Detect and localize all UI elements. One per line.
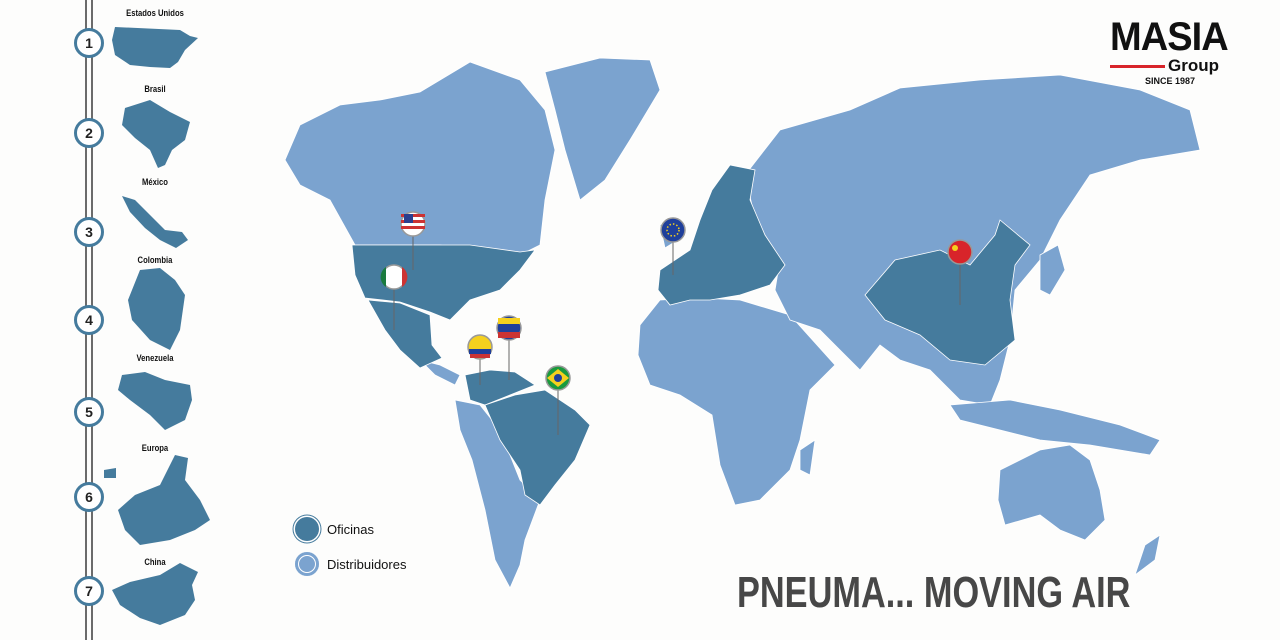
country-label: Colombia [137,255,173,265]
central-america [418,359,461,386]
china-silhouette [112,563,198,625]
africa [637,297,836,506]
step-6: 6 [74,482,104,512]
step-3: 3 [74,217,104,247]
eu-flag-icon [660,217,686,243]
country-label: Brasil [144,84,166,94]
country-label: México [142,177,168,187]
step-number: 7 [85,583,93,599]
brazil-silhouette [122,100,190,168]
step-number: 1 [85,35,93,51]
masia-logo: MASIA Group SINCE 1987 [1110,15,1250,86]
pin-stems [393,235,961,435]
step-number: 4 [85,312,93,328]
brazil-region [484,389,591,506]
country-label: Estados Unidos [126,8,184,18]
colombia-flag-icon [467,334,493,360]
step-2: 2 [74,118,104,148]
step-number: 3 [85,224,93,240]
step-number: 2 [85,125,93,141]
logo-since: SINCE 1987 [1145,76,1196,86]
europe-silhouette [104,455,210,545]
logo-name: MASIA [1110,15,1229,59]
mexico-silhouette [122,196,188,248]
logo-red-bar [1110,64,1165,68]
mexico-region [367,299,443,369]
legend-oficinas: Oficinas [295,517,374,541]
distribuidores-swatch-icon [295,552,319,576]
step-number: 5 [85,404,93,420]
legend-label: Oficinas [327,521,374,537]
usa-region [351,244,536,321]
legend-distribuidores: Distribuidores [295,552,406,576]
colombia-silhouette [128,268,185,350]
legend-label: Distribuidores [327,556,407,572]
southeast-asia-islands [949,399,1161,456]
country-label: Europa [141,443,169,453]
logo-sub: Group [1168,56,1219,75]
step-4: 4 [74,305,104,335]
venezuela-silhouette [118,372,192,430]
australia [997,444,1106,541]
distributor-regions [284,57,1201,589]
mexico-flag-icon [380,264,408,290]
step-7: 7 [74,576,104,606]
venezuela-flag-icon [496,315,522,341]
europe-region [657,164,786,306]
oficinas-swatch-icon [295,517,319,541]
country-label: Venezuela [136,353,174,363]
step-1: 1 [74,28,104,58]
brazil-flag-icon [545,365,571,391]
japan [1039,244,1066,296]
slogan: PNEUMA... MOVING AIR [737,568,1131,617]
greenland [544,57,661,201]
country-label: China [144,557,166,567]
step-number: 6 [85,489,93,505]
step-5: 5 [74,397,104,427]
north-america [284,61,556,256]
colombia-venezuela-region [464,369,536,406]
sidebar-silhouettes [104,27,210,625]
china-flag-icon [947,239,973,265]
new-zealand [1134,534,1161,577]
usa-flag-icon [400,211,426,237]
usa-silhouette [112,27,198,68]
